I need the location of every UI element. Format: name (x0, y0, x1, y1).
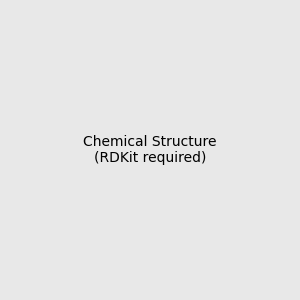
Text: Chemical Structure
(RDKit required): Chemical Structure (RDKit required) (83, 135, 217, 165)
